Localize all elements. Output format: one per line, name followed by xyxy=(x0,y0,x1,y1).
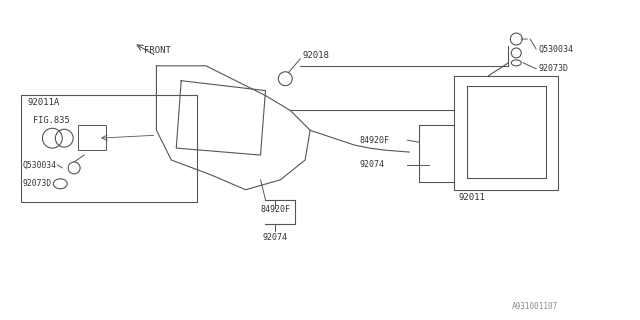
Text: FIG.835: FIG.835 xyxy=(33,116,69,125)
Text: Q530034: Q530034 xyxy=(538,44,573,53)
Text: 84920F: 84920F xyxy=(260,205,291,214)
Text: 92073D: 92073D xyxy=(22,179,52,188)
Bar xyxy=(20,95,197,202)
Text: Q530034: Q530034 xyxy=(22,160,57,170)
Bar xyxy=(78,125,106,150)
Text: 92074: 92074 xyxy=(262,233,287,242)
Text: FRONT: FRONT xyxy=(143,46,170,55)
Text: 92011: 92011 xyxy=(459,193,486,202)
Text: 92074: 92074 xyxy=(360,160,385,170)
Text: A931001107: A931001107 xyxy=(511,302,558,311)
Text: 92073D: 92073D xyxy=(538,64,568,73)
Text: 84920F: 84920F xyxy=(360,136,390,145)
Text: 92018: 92018 xyxy=(302,52,329,60)
Text: 92011A: 92011A xyxy=(28,98,60,107)
